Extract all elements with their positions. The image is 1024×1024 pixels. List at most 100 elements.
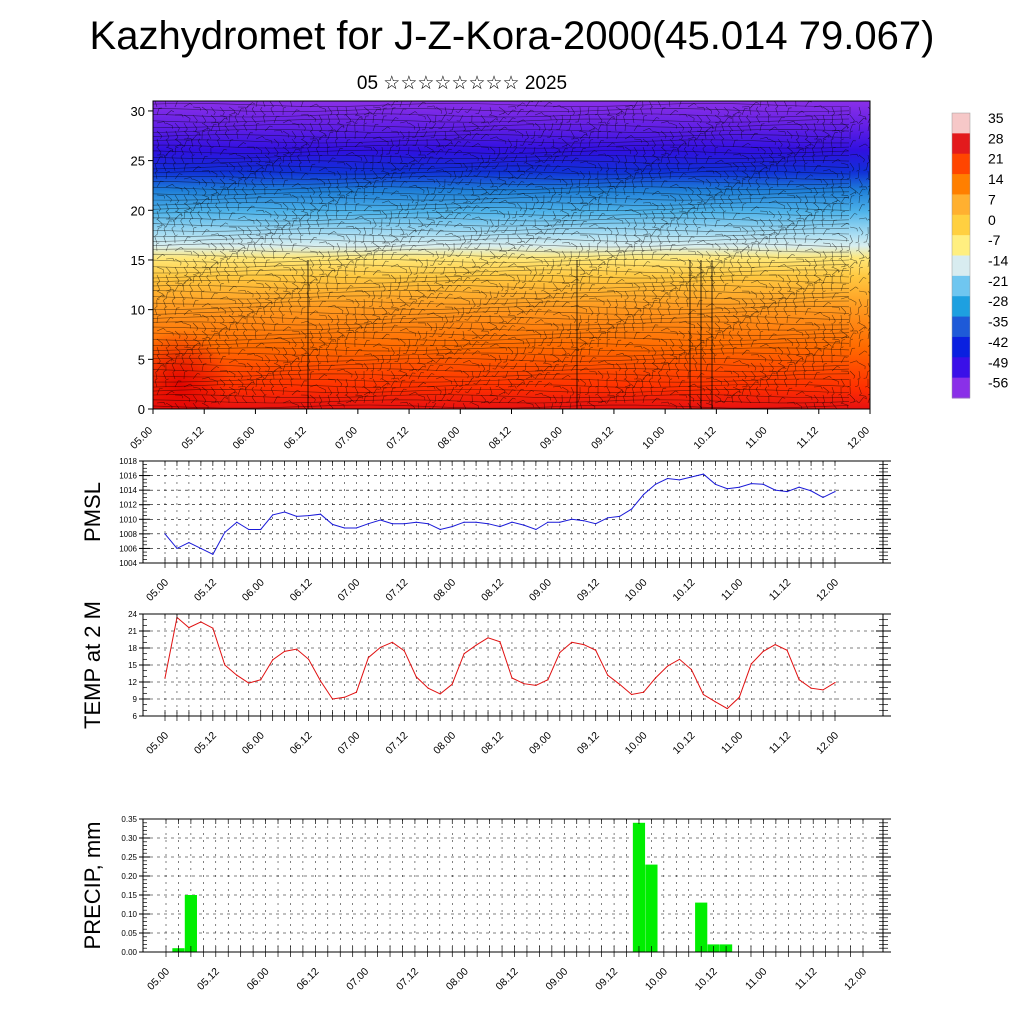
chart-title: Kazhydromet for J-Z-Kora-2000(45.014 79.… (89, 14, 935, 58)
data-point (487, 523, 489, 525)
data-point (690, 476, 693, 478)
data-point (511, 521, 513, 523)
y-tick-label: 0.30 (121, 834, 137, 843)
heatmap-overlay (153, 101, 870, 409)
x-tick-label: 10.00 (643, 966, 670, 993)
g-precip-bg (143, 819, 883, 952)
data-point (248, 682, 250, 684)
cross-section-panel: 0 5 10 15 20 25 30 05.00 05.12 06.00 06.12 07.00 07.… (128, 100, 872, 452)
heatmap-x-tick-label: 11.12 (794, 425, 821, 452)
heatmap-y-tick-label: 15 (131, 253, 145, 268)
data-point (487, 637, 489, 639)
g-precip-frame (142, 818, 884, 953)
y-tick-label: 1010 (119, 515, 137, 524)
colorbar-label: -14 (988, 253, 1008, 269)
data-point (164, 533, 166, 535)
data-point (475, 521, 477, 523)
data-point (176, 547, 178, 550)
data-point (702, 473, 704, 475)
data-point (762, 650, 764, 653)
data-point (547, 521, 549, 523)
data-point (164, 677, 166, 679)
data-point (523, 683, 525, 685)
data-point (284, 511, 286, 513)
heatmap-x-tick-label: 05.12 (179, 425, 206, 452)
x-tick-label: 07.00 (344, 966, 371, 993)
x-tick-label: 09.00 (527, 577, 554, 604)
g-temp-bg (143, 614, 883, 716)
data-point (200, 547, 202, 550)
data-point (200, 621, 202, 623)
x-tick-label: 11.00 (743, 966, 770, 993)
data-point (654, 483, 657, 485)
data-point (272, 659, 274, 661)
data-point (822, 496, 824, 499)
colorbar-label: -49 (988, 354, 1008, 370)
data-point (475, 644, 477, 646)
data-point (260, 528, 262, 531)
heatmap-x-tick-label: 05.00 (128, 425, 155, 452)
colorbar-label: 21 (988, 151, 1004, 167)
data-point (212, 627, 214, 629)
colorbar-label: 28 (988, 130, 1004, 146)
data-point (774, 644, 776, 646)
y-tick-label: 0.25 (121, 853, 137, 862)
y-tick-label: 12 (128, 678, 137, 687)
x-tick-label: 12.00 (814, 577, 841, 604)
x-tick-label: 05.12 (192, 730, 219, 757)
data-point (331, 523, 334, 525)
data-point (678, 658, 681, 660)
data-point (355, 691, 358, 693)
y-tick-label: 0.10 (121, 910, 137, 919)
data-point (511, 677, 513, 679)
data-point (535, 528, 537, 531)
data-point (307, 658, 310, 660)
colorbar-swatch (952, 377, 970, 399)
x-tick-label: 09.00 (527, 730, 554, 757)
y-tick-label: 21 (128, 627, 137, 636)
pmsl-panel: 1004 1006 1008 1010 1012 1014 1016 1018 PMSL 05.0… (80, 457, 891, 604)
data-point (726, 708, 728, 710)
data-point (810, 687, 812, 689)
data-point (367, 523, 369, 525)
colorbar-label: 14 (988, 171, 1004, 187)
x-tick-label: 09.12 (575, 577, 602, 604)
data-point (188, 542, 190, 544)
y-tick-label: 24 (128, 610, 137, 619)
data-point (355, 527, 358, 529)
data-point (559, 521, 561, 523)
data-point (666, 665, 669, 667)
x-tick-label: 06.00 (245, 966, 272, 993)
data-point (714, 701, 716, 703)
y-tick-label: 0.00 (121, 948, 137, 957)
data-point (798, 486, 800, 488)
heatmap-x-tick-label: 07.12 (384, 425, 411, 452)
heatmap-x-tick-label: 08.00 (435, 425, 462, 452)
y-axis-label: TEMP at 2 M (80, 601, 105, 729)
heatmap-y-tick-label: 5 (138, 352, 145, 367)
colorbar: 35 28 21 14 7 0 -7 -14 -21 -28 -35 -42 -49 -56 (951, 110, 1008, 399)
data-point (415, 676, 417, 678)
x-tick-label: 05.00 (145, 966, 172, 993)
data-point (619, 515, 621, 517)
data-point (702, 693, 704, 696)
data-point (188, 627, 190, 629)
data-point (583, 644, 585, 646)
y-tick-label: 0.15 (121, 891, 137, 900)
colorbar-label: -28 (988, 293, 1008, 309)
data-point (236, 521, 238, 523)
precip-bar (645, 864, 658, 952)
data-point (331, 698, 334, 700)
data-point (607, 674, 609, 676)
colorbar-swatch (952, 336, 970, 358)
data-point (379, 519, 381, 521)
data-point (439, 528, 441, 531)
heatmap-x-tick-label: 06.12 (282, 425, 309, 452)
data-point (571, 518, 573, 520)
data-point (391, 523, 393, 525)
data-point (499, 641, 501, 643)
data-point (343, 527, 346, 529)
x-tick-label: 11.12 (767, 577, 794, 604)
x-tick-label: 06.12 (294, 966, 321, 993)
